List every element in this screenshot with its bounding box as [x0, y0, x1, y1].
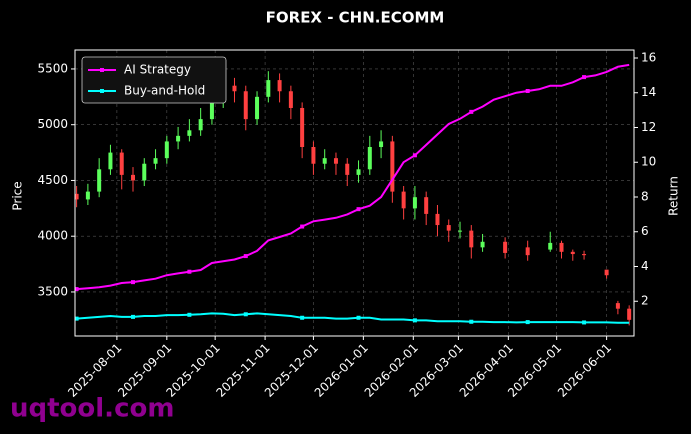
series-marker — [582, 320, 587, 325]
series-marker — [412, 153, 417, 158]
series-marker — [243, 312, 248, 317]
y2-tick-label: 8 — [641, 189, 649, 203]
candle-body — [130, 174, 135, 181]
candle-body — [164, 141, 169, 159]
y-tick-label: 4000 — [37, 229, 68, 243]
candle-body — [582, 254, 587, 256]
candle-body — [108, 152, 113, 170]
candle-body — [458, 230, 463, 232]
y2-axis-label: Return — [667, 176, 681, 216]
y2-tick-label: 2 — [641, 294, 649, 308]
series-marker — [525, 320, 530, 325]
candle-body — [548, 242, 553, 250]
series-marker — [300, 224, 305, 229]
candle-body — [277, 80, 282, 92]
series-marker — [469, 319, 474, 324]
candle-body — [356, 169, 361, 175]
candle-body — [85, 191, 90, 200]
series-marker — [356, 315, 361, 320]
legend-box — [81, 56, 227, 104]
candle-body — [570, 251, 575, 255]
y2-tick-label: 14 — [641, 85, 656, 99]
candle-body — [142, 163, 147, 181]
series-marker — [469, 109, 474, 114]
series-marker — [582, 75, 587, 80]
candle-body — [435, 213, 440, 226]
legend-marker — [100, 68, 104, 72]
legend-marker — [100, 89, 104, 93]
candle-body — [345, 163, 350, 175]
candle-body — [311, 147, 316, 164]
series-marker — [187, 269, 192, 274]
y2-tick-label: 6 — [641, 224, 649, 238]
candle-body — [322, 158, 327, 164]
candle-body — [119, 152, 124, 175]
candle-body — [255, 96, 260, 120]
series-marker — [187, 312, 192, 317]
candle-body — [604, 269, 609, 276]
y-tick-label: 4500 — [37, 173, 68, 187]
candle-body — [209, 102, 214, 120]
plot-frame — [74, 49, 635, 337]
candle-body — [367, 147, 372, 170]
candle-body — [424, 197, 429, 214]
y-tick-label: 3500 — [37, 284, 68, 298]
y2-tick-label: 10 — [641, 155, 656, 169]
y-axis-label: Price — [11, 181, 25, 210]
series-marker — [412, 318, 417, 323]
series-marker — [300, 315, 305, 320]
candle-body — [559, 242, 564, 252]
candle-body — [288, 91, 293, 108]
candle-body — [232, 85, 237, 92]
candle-body — [503, 241, 508, 253]
series-line — [76, 312, 630, 324]
candle-body — [627, 308, 632, 320]
y-tick-label: 5000 — [37, 117, 68, 131]
candle-body — [412, 197, 417, 209]
candle-body — [300, 107, 305, 148]
chart-title: FOREX - CHN.ECOMM — [266, 9, 445, 27]
candle-body — [525, 247, 530, 256]
candle-body — [469, 230, 474, 248]
series-marker — [130, 280, 135, 285]
series-marker — [130, 314, 135, 319]
candle-body — [97, 169, 102, 192]
series-marker — [243, 254, 248, 259]
series-line — [76, 63, 630, 291]
candle-body — [379, 141, 384, 148]
candle-body — [243, 91, 248, 120]
candle-body — [615, 303, 620, 309]
candle-body — [74, 193, 79, 200]
y2-tick-label: 12 — [641, 120, 656, 134]
candle-body — [333, 158, 338, 164]
candle-body — [153, 158, 158, 164]
candle-body — [198, 119, 203, 131]
y2-tick-label: 4 — [641, 259, 649, 273]
series-marker — [74, 287, 79, 292]
candle-body — [390, 141, 395, 192]
candle-body — [187, 130, 192, 136]
candle-body — [480, 241, 485, 248]
y2-tick-label: 16 — [641, 50, 656, 64]
candle-body — [401, 191, 406, 209]
legend-label: Buy-and-Hold — [124, 84, 205, 98]
series-marker — [356, 207, 361, 212]
watermark: uqtool.com — [10, 394, 174, 424]
legend-label: AI Strategy — [124, 63, 191, 77]
series-marker — [74, 316, 79, 321]
series-marker — [525, 89, 530, 94]
candle-body — [176, 135, 181, 142]
candle-body — [266, 80, 271, 97]
candle-body — [446, 225, 451, 231]
y-tick-label: 5500 — [37, 61, 68, 75]
